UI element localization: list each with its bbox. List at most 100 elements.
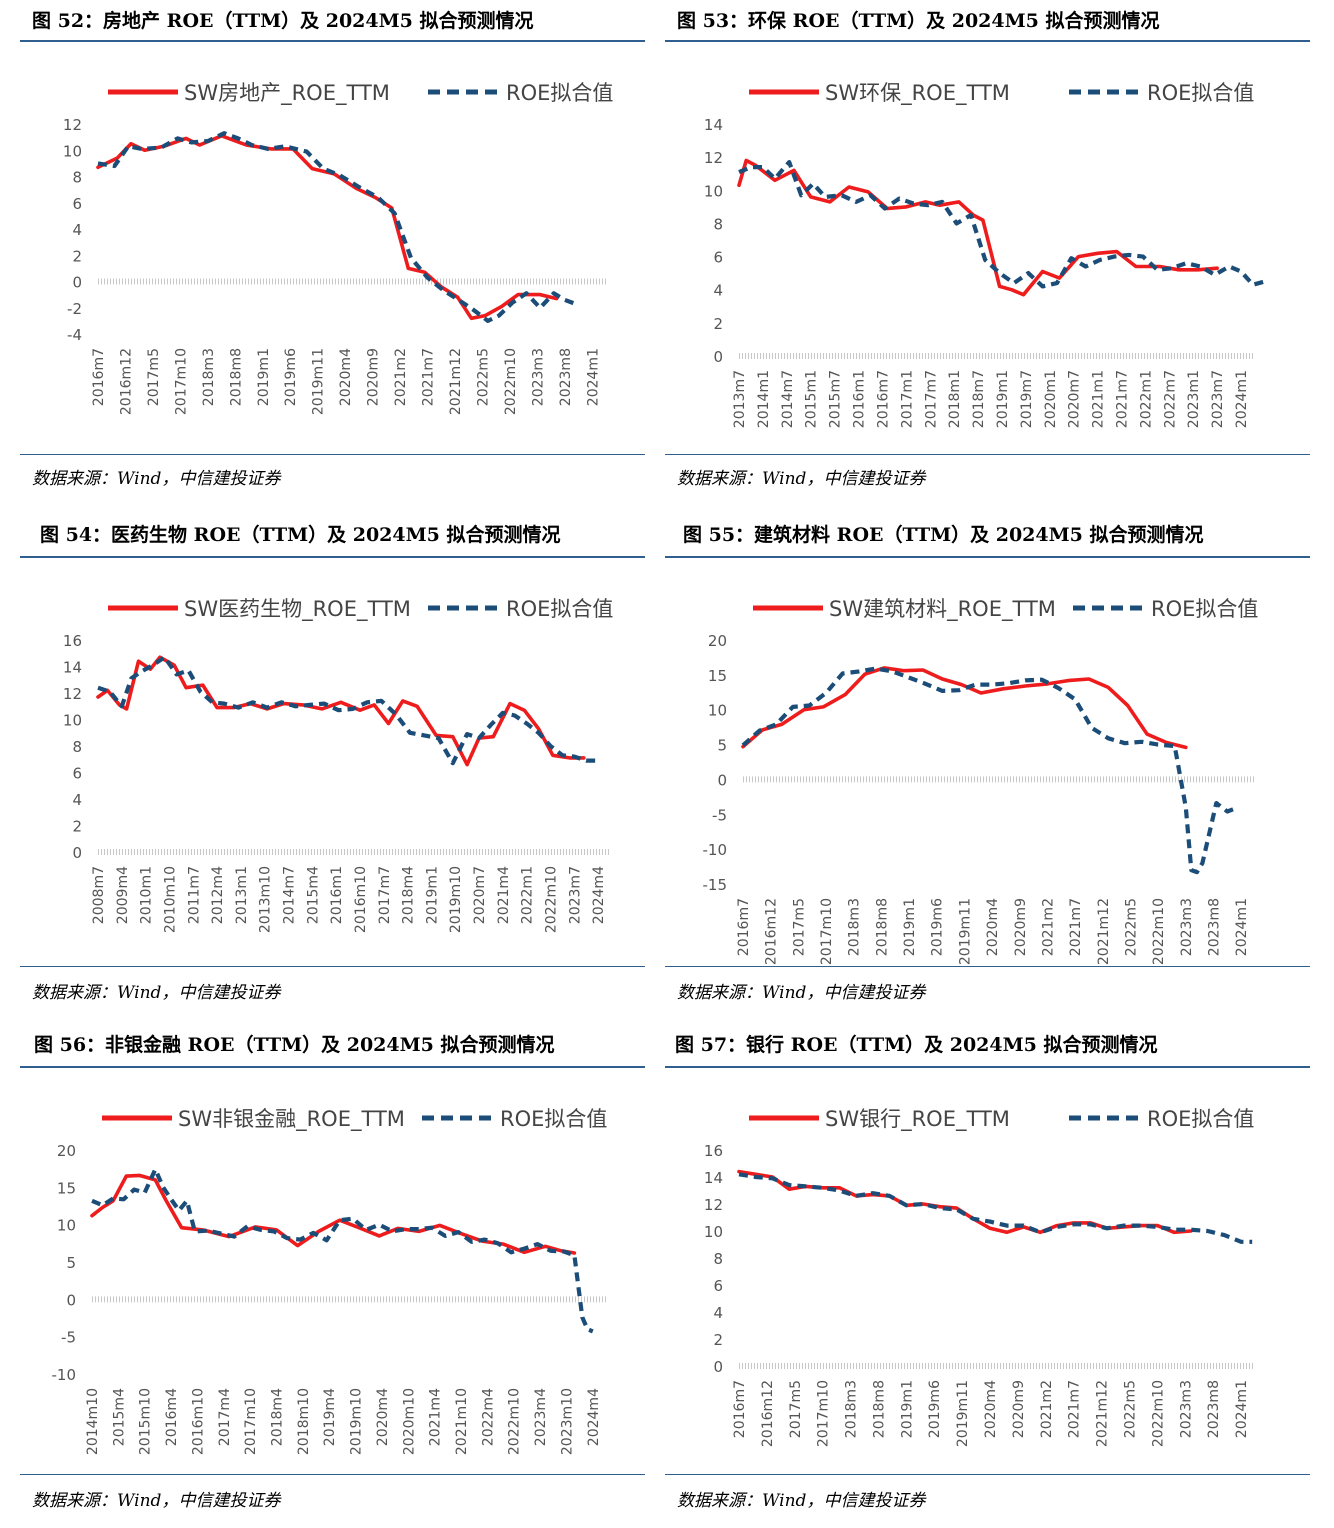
chart-panel-2: 图 54：医药生物 ROE（TTM）及 2024M5 拟合预测情况 SW医药生物… <box>20 520 645 1010</box>
y-tick-label: 4 <box>72 791 82 809</box>
x-tick-label: 2024m1 <box>585 348 601 406</box>
x-tick-label: 2020m9 <box>1013 898 1029 956</box>
x-tick-label: 2015m4 <box>111 1388 127 1446</box>
chart-svg: SW建筑材料_ROE_TTM ROE拟合值 -15 -10 -5 0 5 10 15 20 2016… <box>703 597 1259 965</box>
source-rule <box>20 1474 645 1475</box>
x-tick-label: 2019m6 <box>930 898 946 956</box>
y-tick-label: 12 <box>63 116 82 134</box>
series-line-actual <box>96 134 559 321</box>
y-tick-label: 14 <box>63 659 82 677</box>
x-tick-label: 2015m7 <box>828 370 844 428</box>
legend-label-actual: SW房地产_ROE_TTM <box>184 81 390 106</box>
chart-svg: SW非银金融_ROE_TTM ROE拟合值 -10 -5 0 5 10 15 20 2014m10… <box>52 1107 608 1455</box>
series-line-actual <box>741 666 1188 750</box>
x-tick-label: 2021m7 <box>1067 1380 1083 1438</box>
x-tick-label: 2020m4 <box>985 898 1001 956</box>
legend-label-fitted: ROE拟合值 <box>500 1107 607 1131</box>
series-line-fitted <box>91 1167 594 1334</box>
x-tick-label: 2017m5 <box>788 1380 804 1438</box>
y-tick-label: 4 <box>713 1304 723 1322</box>
y-tick-label: -5 <box>61 1329 76 1347</box>
x-tick-label: 2020m7 <box>1067 370 1083 428</box>
x-tick-label: 2019m4 <box>322 1388 338 1446</box>
y-tick-label: 8 <box>713 1250 723 1268</box>
source-note: 数据来源：Wind，中信建投证券 <box>677 983 926 1003</box>
chart-title: 图 53：环保 ROE（TTM）及 2024M5 拟合预测情况 <box>677 10 1160 32</box>
chart-panel-5: 图 57：银行 ROE（TTM）及 2024M5 拟合预测情况 SW银行_ROE… <box>665 1030 1310 1522</box>
x-tick-label: 2020m4 <box>375 1388 391 1446</box>
x-tick-label: 2017m4 <box>217 1388 233 1446</box>
y-tick-label: 5 <box>66 1254 76 1272</box>
chart-title: 图 55：建筑材料 ROE（TTM）及 2024M5 拟合预测情况 <box>683 524 1204 546</box>
x-tick-label: 2013m1 <box>234 866 250 924</box>
x-tick-label: 2016m7 <box>91 348 107 406</box>
x-tick-label: 2017m5 <box>791 898 807 956</box>
x-tick-label: 2021m4 <box>496 866 512 924</box>
y-tick-label: 6 <box>713 1277 723 1295</box>
x-tick-label: 2019m1 <box>899 1380 915 1438</box>
chart-panel-0: 图 52：房地产 ROE（TTM）及 2024M5 拟合预测情况 SW房地产_R… <box>20 6 645 498</box>
x-tick-label: 2020m4 <box>983 1380 999 1438</box>
source-note: 数据来源：Wind，中信建投证券 <box>32 1491 281 1511</box>
x-tick-label: 2019m1 <box>995 370 1011 428</box>
x-tick-label: 2017m10 <box>819 898 835 965</box>
x-tick-label: 2021m2 <box>1040 898 1056 956</box>
x-tick-label: 2022m5 <box>1122 1380 1138 1438</box>
x-tick-label: 2019m10 <box>349 1388 365 1455</box>
x-tick-label: 2021m2 <box>393 348 409 406</box>
x-tick-label: 2023m7 <box>567 866 583 924</box>
y-tick-label: 14 <box>704 116 723 134</box>
title-rule <box>20 556 645 558</box>
x-tick-label: 2014m7 <box>282 866 298 924</box>
y-tick-label: 2 <box>713 315 723 333</box>
chart-title: 图 57：银行 ROE（TTM）及 2024M5 拟合预测情况 <box>675 1034 1158 1056</box>
y-tick-label: 10 <box>704 1223 723 1241</box>
title-rule <box>665 1066 1310 1068</box>
y-tick-label: 5 <box>717 737 727 755</box>
x-tick-label: 2020m10 <box>401 1388 417 1455</box>
x-tick-label: 2018m8 <box>874 898 890 956</box>
source-note: 数据来源：Wind，中信建投证券 <box>32 983 281 1003</box>
x-tick-label: 2018m4 <box>270 1388 286 1446</box>
x-tick-label: 2022m7 <box>1162 370 1178 428</box>
x-tick-label: 2016m1 <box>852 370 868 428</box>
x-tick-label: 2022m10 <box>543 866 559 933</box>
y-tick-label: 10 <box>63 142 82 160</box>
title-rule <box>20 40 645 42</box>
y-tick-label: 0 <box>713 348 723 366</box>
x-tick-label: 2017m7 <box>377 866 393 924</box>
legend-label-actual: SW银行_ROE_TTM <box>825 1107 1010 1132</box>
y-tick-label: 2 <box>72 818 82 836</box>
x-tick-label: 2016m7 <box>736 898 752 956</box>
x-tick-label: 2020m4 <box>338 348 354 406</box>
x-tick-label: 2018m10 <box>296 1388 312 1455</box>
x-tick-label: 2021m7 <box>1115 370 1131 428</box>
series-line-fitted <box>741 666 1240 875</box>
legend-label-fitted: ROE拟合值 <box>1147 1107 1254 1131</box>
x-tick-label: 2017m10 <box>243 1388 259 1455</box>
y-tick-label: 4 <box>713 282 723 300</box>
source-rule <box>20 966 645 967</box>
series-line-fitted <box>97 131 580 323</box>
x-tick-label: 2017m10 <box>173 348 189 415</box>
chart-svg: SW医药生物_ROE_TTM ROE拟合值 0 2 4 6 8 10 12 14 16 2008m7 2… <box>63 597 613 933</box>
x-tick-label: 2023m3 <box>1179 898 1195 956</box>
x-tick-label: 2014m10 <box>85 1388 101 1455</box>
y-tick-label: 12 <box>63 685 82 703</box>
legend-label-fitted: ROE拟合值 <box>1151 597 1258 621</box>
source-note: 数据来源：Wind，中信建投证券 <box>32 469 281 489</box>
y-tick-label: 15 <box>57 1179 76 1197</box>
x-tick-label: 2017m7 <box>923 370 939 428</box>
x-tick-label: 2021m12 <box>1096 898 1112 965</box>
x-tick-label: 2015m1 <box>804 370 820 428</box>
x-tick-label: 2011m7 <box>186 866 202 924</box>
x-tick-label: 2019m1 <box>424 866 440 924</box>
x-tick-label: 2023m8 <box>1206 1380 1222 1438</box>
legend-label-actual: SW医药生物_ROE_TTM <box>184 597 411 622</box>
x-tick-label: 2017m10 <box>816 1380 832 1447</box>
source-rule <box>665 1474 1310 1475</box>
chart-title: 图 56：非银金融 ROE（TTM）及 2024M5 拟合预测情况 <box>34 1034 555 1056</box>
title-rule <box>665 556 1310 558</box>
x-tick-label: 2016m10 <box>353 866 369 933</box>
x-tick-label: 2023m10 <box>559 1388 575 1455</box>
